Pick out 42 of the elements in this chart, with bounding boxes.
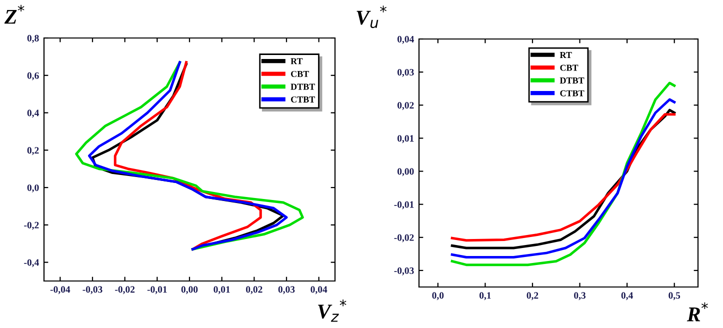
- y-axis-title: V$_{u}$$^{*}$: [356, 6, 386, 28]
- y-tick-label: -0,2: [24, 222, 39, 230]
- y-tick-label: 0,00: [397, 168, 414, 176]
- x-tick-label: 0,3: [574, 292, 586, 300]
- x-tick-label: 0,00: [181, 286, 198, 294]
- x-tick-label: 0,02: [246, 286, 262, 294]
- x-tick-label: -0,01: [147, 286, 167, 294]
- x-tick-label: 0,0: [432, 292, 444, 300]
- x-tick-label: 0,2: [526, 292, 538, 300]
- x-axis-title: R$^{*}$: [686, 302, 708, 322]
- x-tick-label: 0,4: [621, 292, 633, 300]
- legend-label: CBT: [560, 64, 578, 71]
- legend-label: RT: [560, 52, 572, 58]
- y-tick-label: 0,03: [397, 68, 414, 77]
- x-tick-label: 0,03: [278, 286, 295, 294]
- y-tick-label: 0,8: [27, 34, 39, 43]
- x-tick-label: -0,04: [50, 286, 70, 294]
- y-tick-label: 0,01: [397, 135, 414, 144]
- x-tick-label: -0,02: [115, 286, 135, 294]
- x-tick-label: 0,04: [310, 286, 328, 294]
- y-tick-label: 0,2: [27, 147, 39, 156]
- x-tick-label: 0,5: [668, 292, 680, 300]
- legend-label: CTBT: [290, 96, 315, 103]
- legend-label: CTBT: [560, 90, 584, 96]
- y-tick-label: 0,4: [27, 110, 39, 118]
- y-tick-label: -0,03: [394, 267, 414, 276]
- x-tick-label: 0,1: [480, 292, 491, 300]
- x-tick-label: 0,01: [214, 286, 230, 294]
- y-axis-title: Z$^{*}$: [4, 4, 24, 24]
- legend-label: DTBT: [290, 84, 315, 90]
- y-tick-label: 0,0: [27, 184, 39, 192]
- y-tick-label: 0,6: [27, 72, 39, 80]
- legend-label: DTBT: [560, 78, 584, 84]
- y-tick-label: 0,04: [397, 36, 414, 44]
- legend-label: CBT: [290, 70, 309, 78]
- y-tick-label: -0,4: [24, 259, 39, 268]
- y-tick-label: -0,01: [394, 201, 414, 210]
- x-axis-title: V$_{z}$$^{*}$: [318, 300, 346, 322]
- legend-label: RT: [290, 58, 303, 64]
- y-tick-label: -0,02: [394, 234, 414, 242]
- x-tick-label: -0,03: [82, 286, 102, 294]
- y-tick-label: 0,02: [397, 102, 414, 110]
